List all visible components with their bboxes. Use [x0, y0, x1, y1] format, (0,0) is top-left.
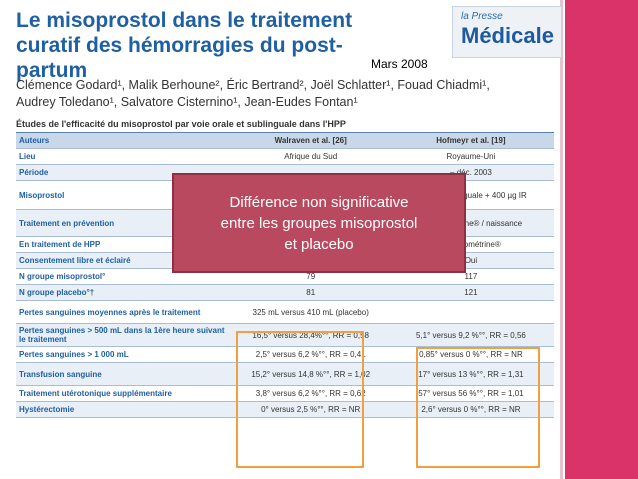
- table-cell: 2,6° versus 0 %°°, RR = NR: [421, 405, 521, 414]
- table-cell: µg PO / ubllinguale + 400 µg IR: [415, 190, 527, 200]
- table-row: Pertes sanguines > 1 000 mL 2,5° versus 6…: [16, 347, 554, 363]
- table-row: Pertes sanguines moyennes après le trait…: [16, 301, 554, 324]
- table-cell: N groupe placebo°†: [19, 288, 95, 297]
- table-cell: 117: [464, 272, 478, 281]
- table-cell: Hystérectomie: [19, 405, 75, 414]
- table-cell: Traitement en prévention: [19, 218, 115, 228]
- header-cell: Auteurs: [19, 136, 50, 145]
- slide-sidebar: [565, 0, 638, 479]
- callout-line-3: et placebo: [284, 235, 354, 253]
- table-cell: [388, 301, 554, 323]
- table-cell: Pertes sanguines > 500 mL dans la 1ère h…: [19, 326, 225, 344]
- table-cell: En traitement de HPP: [19, 240, 101, 249]
- table-cell: – déc. 2003: [450, 168, 492, 177]
- table-row: N groupe placebo°† 81 121: [16, 285, 554, 301]
- table-row: Transfusion sanguine 15,2° versus 14,8 %°…: [16, 363, 554, 386]
- table-row: Lieu Afrique du Sud Royaume-Uni: [16, 149, 554, 165]
- table-cell: Traitement utérotonique supplémentaire: [19, 389, 172, 398]
- table-cell: Lieu: [19, 152, 36, 161]
- logo-big-text: Médicale: [461, 23, 554, 48]
- header-cell: Walraven et al. [26]: [274, 136, 347, 145]
- authors-line-1: Clémence Godard¹, Malik Berhoune², Éric …: [16, 78, 490, 92]
- table-row: Traitement utérotonique supplémentaire 3,…: [16, 386, 554, 402]
- callout-box: Différence non significative entre les g…: [172, 173, 466, 273]
- table-cell: Transfusion sanguine: [19, 369, 102, 379]
- table-cell: 2,5° versus 6,2 %°°, RR = 0,41: [255, 350, 366, 359]
- authors: Clémence Godard¹, Malik Berhoune², Éric …: [16, 77, 536, 111]
- table-cell: 121: [464, 288, 478, 297]
- table-cell: 0° versus 2,5 %°°, RR = NR: [261, 405, 361, 414]
- journal-logo: la Presse Médicale: [452, 6, 562, 58]
- table-caption: Études de l'efficacité du misoprostol pa…: [16, 119, 346, 129]
- table-cell: Misoprostol: [19, 190, 65, 200]
- sidebar-divider: [560, 0, 563, 479]
- table-cell: 5,1° versus 9,2 %°°, RR = 0,56: [415, 330, 526, 340]
- header-cell: Hofmeyr et al. [19]: [436, 136, 506, 145]
- callout-line-2: entre les groupes misoprostol: [220, 214, 418, 232]
- callout-line-1: Différence non significative: [229, 193, 409, 211]
- table-cell: Période: [19, 168, 49, 177]
- table-cell: 57° versus 56 %°°, RR = 1,01: [418, 389, 524, 398]
- table-cell: Pertes sanguines > 1 000 mL: [19, 350, 129, 359]
- table-row: Hystérectomie 0° versus 2,5 %°°, RR = NR 2…: [16, 402, 554, 418]
- table-cell: Afrique du Sud: [284, 152, 338, 161]
- table-cell: Oui: [464, 256, 478, 265]
- table-row: Pertes sanguines > 500 mL dans la 1ère h…: [16, 324, 554, 347]
- table-cell: 17° versus 13 %°°, RR = 1,31: [418, 369, 524, 379]
- table-cell: 325 mL versus 410 mL (placebo): [252, 307, 369, 317]
- table-cell: u Syntométrine®: [441, 240, 501, 249]
- publication-date: Mars 2008: [371, 57, 428, 71]
- authors-line-2: Audrey Toledano¹, Salvatore Cisternino¹,…: [16, 95, 358, 109]
- table-cell: 3,8° versus 6,2 %°°, RR = 0,62: [255, 389, 366, 398]
- table-cell: 16,5° versus 28,4%°°, RR = 0,58: [252, 330, 369, 340]
- table-header-row: Auteurs Walraven et al. [26] Hofmeyr et …: [16, 133, 554, 149]
- table-cell: 79: [306, 272, 316, 281]
- table-cell: u Syntométrine® / naissance: [419, 218, 523, 228]
- table-cell: N groupe misoprostol°: [19, 272, 106, 281]
- logo-small-text: la Presse: [461, 11, 503, 22]
- table-cell: Pertes sanguines moyennes après le trait…: [19, 307, 201, 317]
- highlight-box-hofmeyr: [416, 347, 540, 468]
- table-cell: Consentement libre et éclairé: [19, 256, 131, 265]
- table-cell: 81: [306, 288, 316, 297]
- table-cell: 0,85° versus 0 %°°, RR = NR: [419, 350, 523, 359]
- slide-title: Le misoprostol dans le traitement curati…: [16, 9, 353, 82]
- highlight-box-walraven: [236, 331, 364, 468]
- table-cell: Royaume-Uni: [446, 152, 496, 161]
- table-cell: 15,2° versus 14,8 %°°, RR = 1,02: [251, 369, 371, 379]
- table-row: N groupe misoprostol° 79 117: [16, 269, 554, 285]
